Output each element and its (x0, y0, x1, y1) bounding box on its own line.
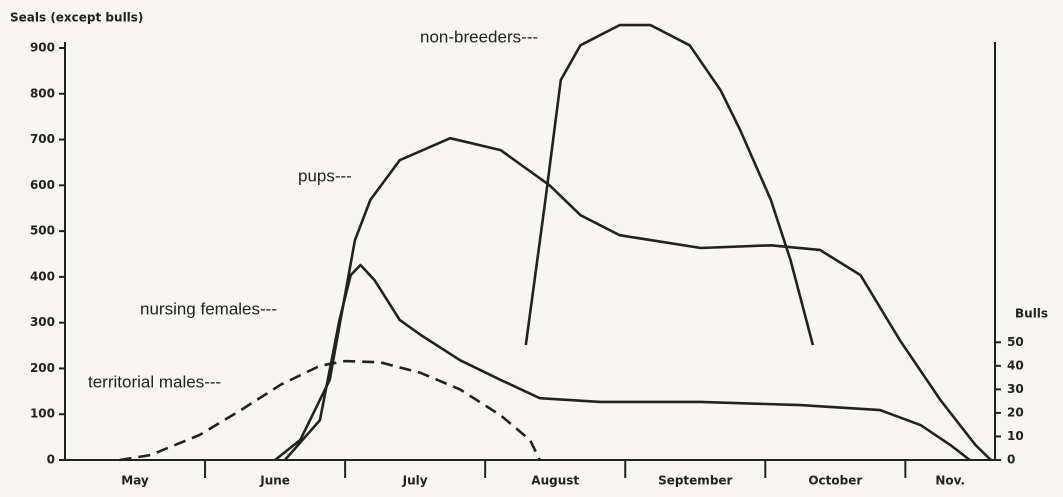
y-tick-label: 0 (47, 453, 55, 467)
x-tick-label: June (259, 474, 290, 488)
y2-tick-label: 0 (1007, 453, 1015, 467)
y-axis-label: Seals (except bulls) (10, 11, 143, 25)
series-line (524, 23, 815, 346)
x-tick-label: August (531, 474, 579, 488)
y2-tick-label: 10 (1007, 429, 1024, 443)
y-tick-label: 200 (30, 361, 55, 375)
y-tick-label: 800 (30, 86, 55, 100)
y2-tick-label: 50 (1007, 335, 1024, 349)
y-tick-label: 900 (30, 41, 55, 55)
series-line (274, 136, 992, 462)
series-label: territorial males--- (88, 372, 221, 391)
x-tick-label: Nov. (935, 474, 965, 488)
series-line (283, 263, 971, 462)
y-tick-label: 100 (30, 407, 55, 421)
y2-tick-label: 30 (1007, 382, 1024, 396)
y-tick-label: 400 (30, 269, 55, 283)
x-tick-label: May (121, 474, 149, 488)
series-label: pups--- (298, 166, 352, 185)
series-label: nursing females--- (140, 299, 277, 318)
y2-tick-label: 20 (1007, 405, 1024, 419)
x-tick-label: July (402, 474, 428, 488)
series-line (119, 359, 541, 462)
y-tick-label: 700 (30, 132, 55, 146)
x-tick-label: September (658, 474, 732, 488)
y2-axis-label: Bulls (1015, 307, 1048, 321)
y-tick-label: 300 (30, 315, 55, 329)
y2-tick-label: 40 (1007, 358, 1024, 372)
x-tick-label: October (808, 474, 862, 488)
y-tick-label: 600 (30, 178, 55, 192)
y-tick-label: 500 (30, 224, 55, 238)
series-label: non-breeders--- (420, 27, 538, 46)
